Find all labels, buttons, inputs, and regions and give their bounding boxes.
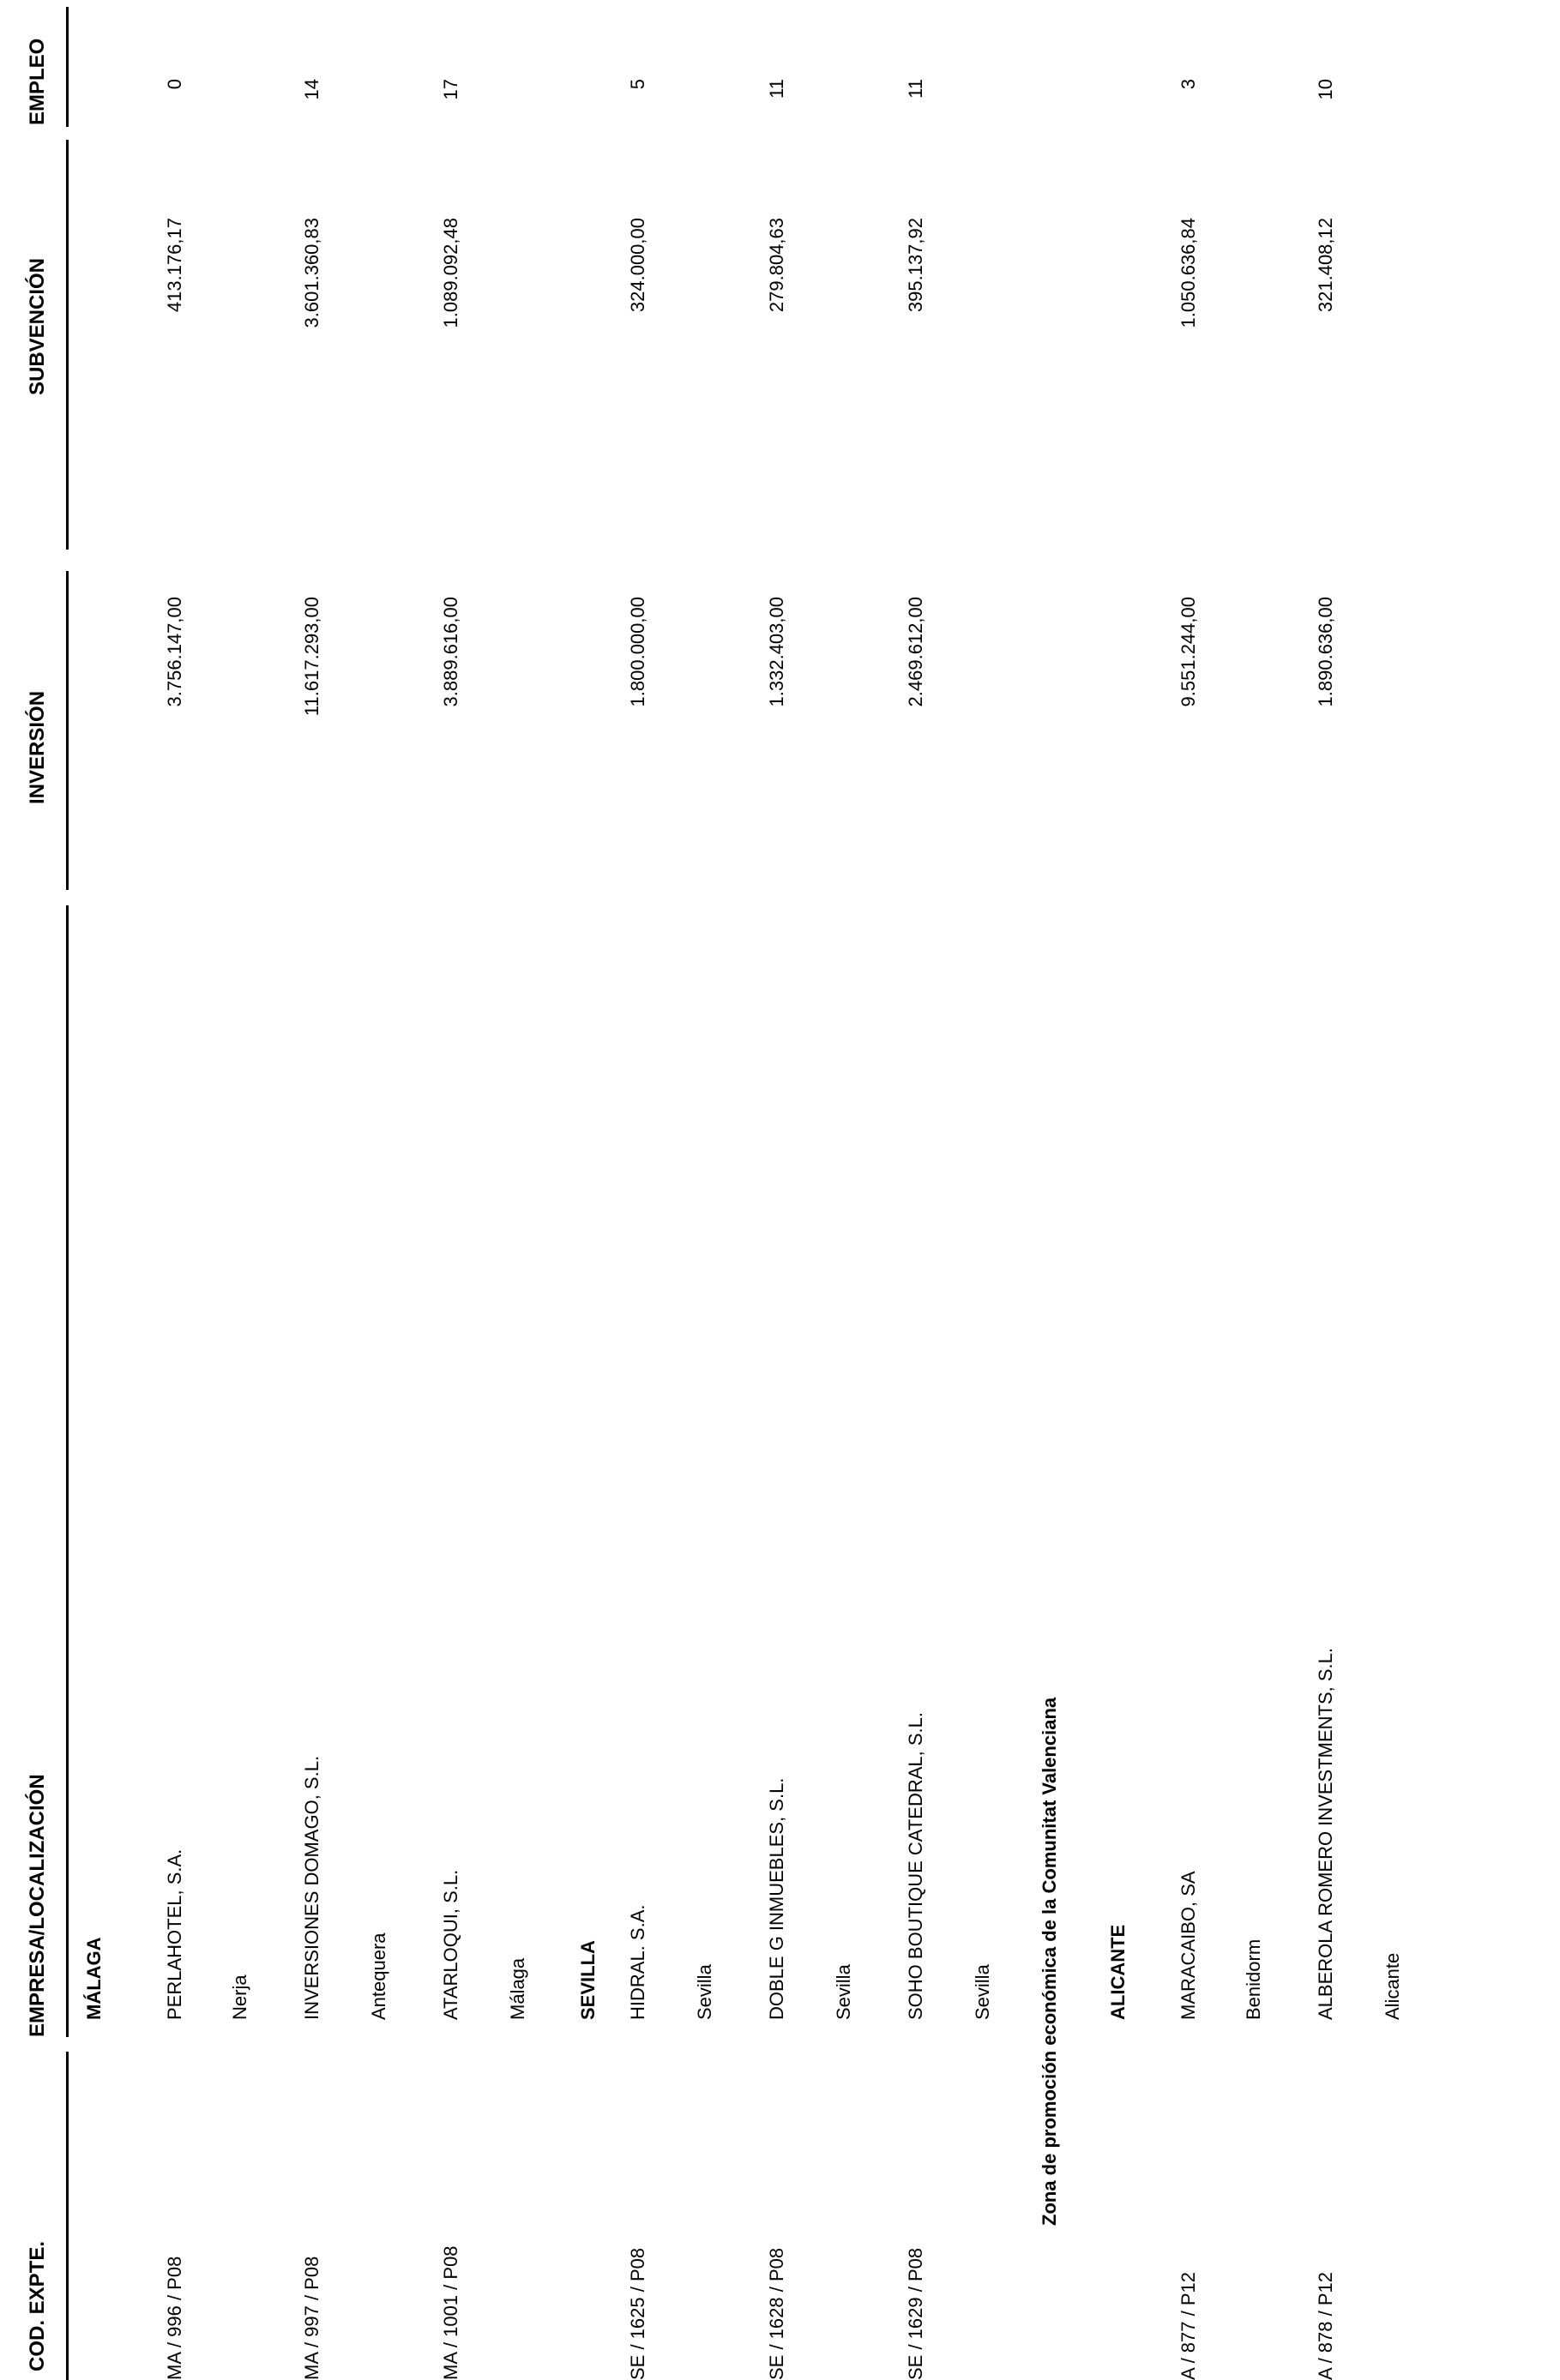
row-empresa: SOHO BOUTIQUE CATEDRAL, S.L. [905,1712,926,2020]
row-localizacion: Sevilla [972,1964,993,2020]
row-localizacion: Sevilla [833,1964,854,2020]
group-label-zone-valencia: Zona de promoción económica de la Comuni… [1039,1697,1060,2226]
row-localizacion: Antequera [368,1932,389,2020]
row-inversion: 11.617.293,00 [301,597,322,717]
row-inversion: 9.551.244,00 [1178,597,1199,707]
row-empleo: 10 [1315,79,1336,100]
row-empleo: 11 [766,79,787,99]
row-cod: SE / 1629 / P08 [905,2247,926,2380]
row-empleo: 17 [440,79,461,100]
row-empresa: MARACAIBO, SA [1178,1871,1199,2020]
header-inversion: INVERSIÓN [26,690,49,804]
header-cod-expte: COD. EXPTE. [26,2240,49,2371]
group-label-malaga: MÁLAGA [83,1937,105,2020]
row-cod: MA / 1001 / P08 [440,2245,461,2380]
row-empleo: 3 [1178,79,1199,90]
row-cod: MA / 996 / P08 [164,2256,185,2380]
row-empleo: 14 [301,79,322,100]
row-inversion: 2.469.612,00 [905,597,926,707]
header-subvencion: SUBVENCIÓN [26,257,49,395]
row-empresa: ATARLOQUI, S.L. [440,1869,461,2020]
row-localizacion: Málaga [507,1957,528,2020]
row-localizacion: Alicante [1382,1952,1403,2020]
row-empresa: INVERSIONES DOMAGO, S.L. [301,1755,322,2020]
row-empresa: PERLAHOTEL, S.A. [164,1848,185,2020]
row-cod: MA / 997 / P08 [301,2256,322,2380]
row-localizacion: Nerja [229,1974,250,2020]
row-inversion: 1.800.000,00 [627,597,648,707]
row-cod: A / 877 / P12 [1178,2272,1199,2380]
row-subvencion: 279.804,63 [766,218,787,313]
row-empresa: DOBLE G INMUEBLES, S.L. [766,1777,787,2020]
row-empresa: ALBEROLA ROMERO INVESTMENTS, S.L. [1315,1648,1336,2020]
group-label-sevilla: SEVILLA [577,1940,599,2020]
header-rule-empleo [66,7,69,127]
row-cod: A / 878 / P12 [1315,2272,1336,2380]
row-inversion: 3.889.616,00 [440,597,461,707]
header-rule-subvencion [66,140,69,550]
row-empleo: 11 [905,79,926,99]
row-empresa: HIDRAL. S.A. [627,1904,648,2020]
row-subvencion: 1.050.636,84 [1178,218,1199,328]
row-subvencion: 1.089.092,48 [440,218,461,328]
row-subvencion: 395.137,92 [905,218,926,313]
row-subvencion: 413.176,17 [164,218,185,313]
row-subvencion: 321.408,12 [1315,218,1336,313]
row-subvencion: 324.000,00 [627,218,648,313]
header-rule-inversion [66,571,69,890]
row-empleo: 5 [627,79,648,90]
row-cod: SE / 1628 / P08 [766,2247,787,2380]
group-label-alicante: ALICANTE [1107,1924,1129,2020]
row-subvencion: 3.601.360,83 [301,218,322,328]
row-inversion: 1.890.636,00 [1315,597,1336,707]
header-rule-empresa [66,905,69,2037]
row-inversion: 3.756.147,00 [164,597,185,707]
row-empleo: 0 [164,79,185,90]
row-cod: SE / 1625 / P08 [627,2247,648,2380]
header-empresa-localizacion: EMPRESA/LOCALIZACIÓN [26,1774,49,2037]
row-inversion: 1.332.403,00 [766,597,787,707]
row-localizacion: Sevilla [694,1964,715,2020]
row-localizacion: Benidorm [1243,1938,1264,2020]
header-rule-cod [66,2052,69,2380]
header-empleo: EMPLEO [26,38,49,125]
